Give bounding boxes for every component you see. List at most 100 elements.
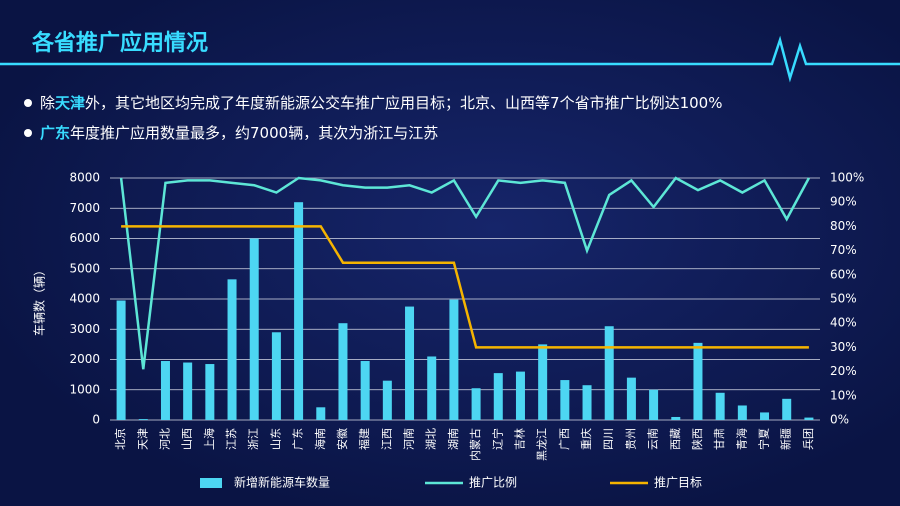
- x-tick-label: 青海: [734, 428, 748, 450]
- x-tick-label: 重庆: [579, 428, 593, 450]
- legend-label: 推广目标: [654, 476, 702, 490]
- bar: [382, 380, 392, 420]
- x-tick-label: 四川: [602, 428, 615, 450]
- bar: [693, 342, 703, 420]
- bar: [671, 416, 681, 420]
- y-tick-label: 6000: [69, 231, 100, 245]
- x-tick-label: 新疆: [779, 428, 793, 450]
- bar: [227, 279, 237, 420]
- bar: [138, 419, 148, 420]
- bar: [316, 407, 326, 420]
- bullet-dot: [24, 99, 32, 107]
- x-tick-label: 湖南: [447, 428, 460, 450]
- x-tick-label: 云南: [647, 428, 660, 450]
- bar: [538, 344, 548, 420]
- bullet-text: 外，其它地区均完成了年度新能源公交车推广应用目标；北京、山西等7个省市推广比例达…: [85, 94, 722, 112]
- y-tick-label: 1000: [69, 382, 100, 396]
- bullet-text: 年度推广应用数量最多，约7000辆，其次为浙江与江苏: [70, 124, 438, 142]
- x-tick-label: 兵团: [802, 428, 815, 450]
- x-tick-label: 上海: [202, 428, 216, 450]
- bar: [493, 373, 503, 420]
- y2-tick-label: 50%: [830, 292, 857, 306]
- bar: [116, 300, 126, 420]
- y-tick-label: 2000: [69, 352, 100, 366]
- y2-tick-label: 70%: [830, 243, 857, 257]
- x-tick-label: 辽宁: [490, 428, 504, 450]
- x-tick-label: 北京: [113, 428, 127, 450]
- bullet-dot: [24, 129, 32, 137]
- bullet-highlight: 天津: [55, 94, 85, 112]
- legend-swatch: [200, 478, 222, 488]
- bar: [160, 361, 170, 420]
- y-tick-label: 5000: [69, 261, 100, 275]
- bullet-text: 除: [40, 94, 55, 112]
- y2-tick-label: 60%: [830, 267, 857, 281]
- x-tick-label: 山东: [269, 428, 282, 450]
- y-axis-title: 车辆数（辆）: [32, 264, 47, 336]
- bar: [715, 392, 725, 420]
- bar: [449, 299, 459, 420]
- x-tick-label: 西藏: [669, 428, 682, 450]
- bar: [338, 323, 348, 420]
- bar: [471, 388, 481, 420]
- bar: [515, 371, 525, 420]
- bar: [804, 417, 814, 420]
- x-tick-label: 江苏: [225, 428, 238, 450]
- bar: [782, 398, 792, 420]
- bullet: 广东年度推广应用数量最多，约7000辆，其次为浙江与江苏: [40, 124, 438, 142]
- x-tick-label: 江西: [380, 428, 393, 450]
- bar: [760, 412, 770, 420]
- line: [121, 225, 809, 349]
- bar: [582, 385, 592, 420]
- x-tick-label: 海南: [313, 428, 327, 450]
- y2-tick-label: 0%: [830, 413, 849, 427]
- y-tick-label: 7000: [69, 201, 100, 215]
- x-tick-label: 广东: [292, 428, 305, 450]
- bar: [249, 238, 259, 420]
- slide-title: 各省推广应用情况: [31, 30, 208, 56]
- x-tick-label: 贵州: [624, 428, 637, 450]
- bar: [626, 377, 636, 420]
- y2-tick-label: 80%: [830, 219, 857, 233]
- x-tick-label: 浙江: [247, 428, 260, 450]
- bar: [427, 356, 437, 420]
- x-tick-label: 河北: [158, 428, 171, 450]
- x-tick-label: 安徽: [335, 428, 349, 450]
- legend-label: 新增新能源车数量: [234, 475, 330, 490]
- bar: [294, 202, 304, 420]
- y-tick-label: 3000: [69, 322, 100, 336]
- legend-label: 推广比例: [469, 476, 517, 490]
- bar: [205, 364, 215, 420]
- y2-tick-label: 90%: [830, 195, 857, 209]
- y2-tick-label: 40%: [830, 316, 857, 330]
- bullet: 除天津外，其它地区均完成了年度新能源公交车推广应用目标；北京、山西等7个省市推广…: [40, 94, 722, 112]
- bar: [649, 389, 659, 420]
- chart: 0 1000 2000 3000 4000 5000 6000 7000 8000 0% 10% 20…: [69, 171, 864, 490]
- bullet-highlight: 广东: [40, 124, 70, 142]
- y2-tick-label: 20%: [830, 364, 857, 378]
- y2-tick-label: 30%: [830, 340, 857, 354]
- bar: [604, 326, 614, 420]
- y-tick-label: 0: [92, 413, 100, 427]
- x-tick-label: 宁夏: [757, 428, 771, 450]
- line: [119, 176, 811, 370]
- title-rule: [0, 35, 900, 83]
- x-tick-label: 黑龙江: [536, 428, 549, 461]
- x-tick-label: 福建: [357, 428, 371, 450]
- x-tick-label: 甘肃: [713, 428, 726, 450]
- bar: [737, 405, 747, 420]
- bar: [183, 362, 193, 420]
- x-tick-label: 陕西: [690, 428, 704, 450]
- y2-tick-label: 100%: [830, 171, 864, 185]
- x-tick-label: 广西: [558, 428, 571, 450]
- y-tick-label: 8000: [69, 171, 100, 185]
- bar: [560, 380, 570, 420]
- bar: [360, 361, 370, 420]
- y-tick-label: 4000: [69, 292, 100, 306]
- x-tick-label: 湖北: [425, 428, 438, 450]
- x-tick-label: 吉林: [512, 428, 526, 450]
- x-tick-label: 山西: [181, 428, 194, 450]
